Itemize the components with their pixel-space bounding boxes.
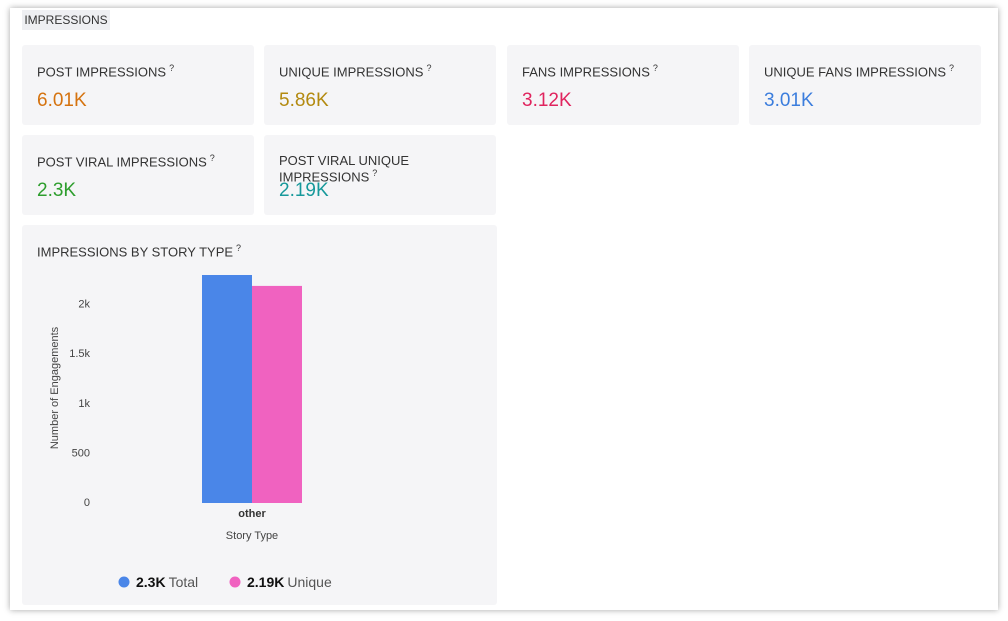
metric-label: POST IMPRESSIONS?	[37, 63, 174, 79]
y-tick-label: 500	[72, 447, 90, 459]
y-tick-label: 1.5k	[69, 348, 90, 360]
metric-value: 3.12K	[522, 90, 572, 111]
legend-entry[interactable]: 2.19K Unique	[247, 574, 332, 590]
y-tick-label: 0	[84, 497, 90, 509]
metric-value: 2.3K	[37, 180, 77, 201]
metric-label-text: FANS IMPRESSIONS	[522, 64, 650, 80]
metric-value: 2.19K	[279, 180, 329, 201]
bar	[202, 275, 252, 503]
metric-card: UNIQUE IMPRESSIONS? 5.86K	[264, 45, 496, 125]
metric-label: UNIQUE FANS IMPRESSIONS?	[764, 63, 954, 79]
help-icon[interactable]: ?	[209, 153, 215, 163]
metric-label: FANS IMPRESSIONS?	[522, 63, 658, 79]
metric-label: POST VIRAL UNIQUE IMPRESSIONS?	[279, 153, 496, 184]
metric-value: 6.01K	[37, 90, 87, 111]
legend-marker	[229, 576, 241, 588]
help-icon[interactable]: ?	[949, 63, 955, 73]
y-tick-label: 2k	[78, 299, 90, 311]
chart-title-text: IMPRESSIONS BY STORY TYPE	[37, 244, 234, 260]
legend-value: 2.19K	[247, 574, 284, 590]
metric-label-text: POST VIRAL IMPRESSIONS	[37, 154, 207, 170]
metric-value: 5.86K	[279, 90, 329, 111]
legend-entry[interactable]: 2.3K Total	[136, 574, 198, 590]
chart-card: IMPRESSIONS BY STORY TYPE? 0 500 1k 1.5k 2k N…	[22, 225, 497, 605]
x-axis-label: Story Type	[226, 530, 278, 542]
metric-label: POST VIRAL IMPRESSIONS?	[37, 153, 215, 169]
help-icon[interactable]: ?	[236, 243, 242, 253]
metric-label: UNIQUE IMPRESSIONS?	[279, 63, 431, 79]
metric-label-text: UNIQUE IMPRESSIONS	[279, 64, 424, 80]
bar	[252, 285, 302, 503]
metric-card: POST VIRAL IMPRESSIONS? 2.3K	[22, 135, 254, 215]
metric-card: FANS IMPRESSIONS? 3.12K	[507, 45, 739, 125]
metric-card: UNIQUE FANS IMPRESSIONS? 3.01K	[749, 45, 981, 125]
help-icon[interactable]: ?	[169, 63, 175, 73]
legend-name: Unique	[287, 574, 332, 590]
y-axis-label: Number of Engagements	[49, 326, 61, 449]
metric-card: POST VIRAL UNIQUE IMPRESSIONS? 2.19K	[264, 135, 496, 215]
legend-name: Total	[169, 574, 199, 590]
legend-value: 2.3K	[136, 574, 166, 590]
x-tick-label: other	[238, 508, 266, 520]
legend-marker	[118, 576, 130, 588]
help-icon[interactable]: ?	[426, 63, 432, 73]
help-icon[interactable]: ?	[652, 63, 658, 73]
metric-card: POST IMPRESSIONS? 6.01K	[22, 45, 254, 125]
chart-title: IMPRESSIONS BY STORY TYPE?	[37, 243, 241, 259]
metric-label-text: POST VIRAL UNIQUE IMPRESSIONS	[279, 153, 410, 185]
help-icon[interactable]: ?	[372, 168, 378, 178]
metric-label-text: POST IMPRESSIONS	[37, 64, 167, 80]
metric-value: 3.01K	[764, 90, 814, 111]
chart: 0 500 1k 1.5k 2k Number of Engagements Story T…	[49, 275, 332, 590]
y-tick-label: 1k	[78, 398, 90, 410]
metric-label-text: UNIQUE FANS IMPRESSIONS	[764, 64, 947, 80]
section-tab: IMPRESSIONS	[22, 10, 110, 30]
